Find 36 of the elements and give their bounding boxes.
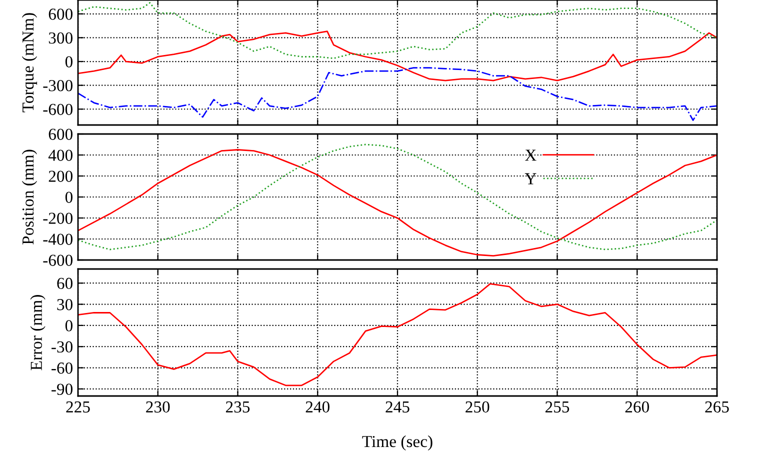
x-tick-label: 260: [625, 401, 649, 413]
line-series: [78, 30, 717, 82]
x-axis-title: Time (sec): [362, 435, 432, 451]
line-series: [78, 67, 717, 121]
y-axis-title: Position (mm): [22, 150, 38, 244]
line-series: [78, 283, 717, 386]
legend-label: X: [525, 150, 536, 161]
y-tick-label: -600: [43, 104, 73, 116]
y-axis-title: Torque (mNm): [22, 13, 38, 112]
x-tick-label: 230: [146, 401, 170, 413]
y-tick-label: 0: [65, 192, 73, 203]
x-tick-label: 265: [705, 401, 729, 413]
y-tick-label: 300: [48, 32, 73, 44]
y-tick-label: -30: [52, 341, 73, 353]
y-tick-label: 200: [48, 170, 73, 182]
x-tick-label: 255: [545, 401, 570, 413]
y-tick-label: -200: [43, 212, 73, 224]
y-tick-label: 0: [65, 320, 73, 332]
x-tick-label: 235: [226, 401, 250, 413]
y-axis-title: Error (mm): [30, 295, 46, 370]
y-tick-label: -400: [43, 234, 73, 245]
y-tick-label: 400: [48, 150, 73, 161]
x-tick-label: 240: [306, 401, 330, 413]
y-tick-label: -300: [43, 80, 73, 92]
y-tick-label: 0: [65, 56, 73, 68]
x-tick-label: 250: [466, 401, 490, 413]
y-tick-label: 600: [48, 8, 73, 20]
y-tick-label: -90: [52, 384, 73, 395]
y-tick-label: -60: [52, 362, 73, 374]
y-tick-label: 600: [48, 128, 73, 140]
legend-label: Y: [524, 173, 536, 184]
x-tick-label: 225: [66, 401, 90, 413]
y-tick-label: 30: [57, 298, 73, 310]
x-tick-label: 245: [386, 401, 410, 413]
y-tick-label: -600: [43, 254, 73, 266]
y-tick-label: 60: [57, 278, 73, 290]
